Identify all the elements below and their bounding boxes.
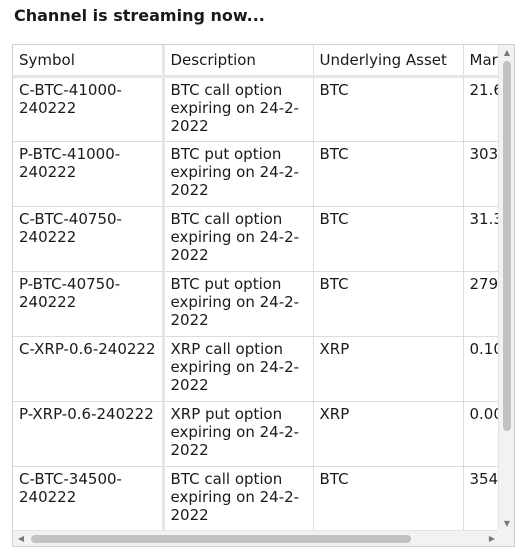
cell-description: XRP call option expiring on 24-2-2022 — [163, 336, 314, 402]
vertical-scroll-thumb[interactable] — [503, 61, 511, 431]
cell-symbol: C-BTC-34500-240222 — [13, 466, 165, 532]
cell-symbol: P-BTC-40750-240222 — [13, 271, 165, 337]
cell-mark: 3547 — [463, 466, 500, 532]
cell-mark: 21.6 — [463, 76, 500, 142]
cell-underlying-asset: XRP — [313, 336, 464, 402]
grid-viewport[interactable]: Symbol Description Underlying Asset Mar … — [13, 45, 500, 532]
scroll-up-icon[interactable]: ▲ — [503, 48, 511, 57]
cell-description: BTC put option expiring on 24-2-2022 — [163, 141, 314, 207]
page-heading: Channel is streaming now... — [14, 6, 265, 25]
scroll-left-icon[interactable]: ◀ — [17, 534, 25, 543]
table-row[interactable]: C-BTC-34500-240222 BTC call option expiri… — [13, 466, 500, 532]
cell-symbol: C-XRP-0.6-240222 — [13, 336, 165, 402]
cell-underlying-asset: BTC — [313, 466, 464, 532]
cell-description: BTC call option expiring on 24-2-2022 — [163, 206, 314, 272]
scroll-right-icon[interactable]: ▶ — [488, 534, 496, 543]
cell-mark: 3033 — [463, 141, 500, 207]
scroll-down-icon[interactable]: ▼ — [503, 519, 511, 528]
horizontal-scrollbar[interactable]: ◀ ▶ — [13, 530, 500, 546]
horizontal-scroll-thumb[interactable] — [31, 535, 411, 543]
cell-mark: 0.10 — [463, 336, 500, 402]
cell-symbol: C-BTC-40750-240222 — [13, 206, 165, 272]
cell-mark: 31.3 — [463, 206, 500, 272]
cell-underlying-asset: BTC — [313, 76, 464, 142]
column-header-mark[interactable]: Mar — [463, 45, 500, 78]
table-row[interactable]: C-BTC-40750-240222 BTC call option expiri… — [13, 206, 500, 272]
cell-underlying-asset: XRP — [313, 401, 464, 467]
cell-description: BTC call option expiring on 24-2-2022 — [163, 466, 314, 532]
scrollbar-corner — [498, 530, 514, 546]
cell-symbol: P-BTC-41000-240222 — [13, 141, 165, 207]
table-row[interactable]: C-BTC-41000-240222 BTC call option expiri… — [13, 76, 500, 142]
vertical-scrollbar[interactable]: ▲ ▼ — [498, 45, 514, 532]
cell-underlying-asset: BTC — [313, 271, 464, 337]
cell-description: BTC call option expiring on 24-2-2022 — [163, 76, 314, 142]
cell-underlying-asset: BTC — [313, 141, 464, 207]
cell-symbol: C-BTC-41000-240222 — [13, 76, 165, 142]
options-table: Symbol Description Underlying Asset Mar … — [13, 45, 500, 532]
table-row[interactable]: P-BTC-41000-240222 BTC put option expirin… — [13, 141, 500, 207]
table-body: C-BTC-41000-240222 BTC call option expiri… — [13, 76, 500, 532]
header-row: Symbol Description Underlying Asset Mar — [13, 45, 500, 78]
table-row[interactable]: P-XRP-0.6-240222 XRP put option expiring … — [13, 401, 500, 467]
cell-symbol: P-XRP-0.6-240222 — [13, 401, 165, 467]
column-header-description[interactable]: Description — [163, 45, 314, 78]
cell-underlying-asset: BTC — [313, 206, 464, 272]
cell-description: XRP put option expiring on 24-2-2022 — [163, 401, 314, 467]
table-row[interactable]: C-XRP-0.6-240222 XRP call option expiring… — [13, 336, 500, 402]
column-header-underlying-asset[interactable]: Underlying Asset — [313, 45, 464, 78]
options-data-grid: Symbol Description Underlying Asset Mar … — [12, 44, 515, 547]
cell-description: BTC put option expiring on 24-2-2022 — [163, 271, 314, 337]
cell-mark: 2795 — [463, 271, 500, 337]
table-row[interactable]: P-BTC-40750-240222 BTC put option expirin… — [13, 271, 500, 337]
cell-mark: 0.00 — [463, 401, 500, 467]
column-header-symbol[interactable]: Symbol — [13, 45, 165, 78]
